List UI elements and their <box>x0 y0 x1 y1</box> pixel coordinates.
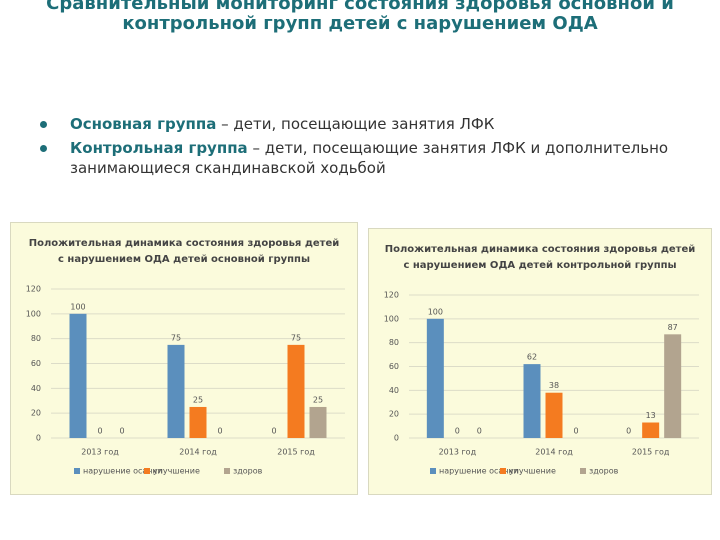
x-tick-label: 2015 год <box>632 448 670 457</box>
bar <box>664 334 682 438</box>
y-tick-label: 120 <box>26 285 41 294</box>
legend-swatch <box>74 468 80 474</box>
bar <box>523 364 541 438</box>
bar <box>69 313 87 438</box>
legend-label: здоров <box>233 467 263 476</box>
y-tick-label: 40 <box>389 386 399 395</box>
chart-title: с нарушением ОДА детей контрольной групп… <box>403 260 676 271</box>
bullet: Контрольная группа – дети, посещающие за… <box>40 138 710 178</box>
legend-swatch <box>144 468 150 474</box>
data-label: 0 <box>573 427 578 436</box>
chart-title: Положительная динамика состояния здоровь… <box>29 238 340 249</box>
data-label: 0 <box>119 427 124 436</box>
y-tick-label: 20 <box>389 410 399 419</box>
data-label: 87 <box>668 323 678 332</box>
y-tick-label: 60 <box>31 359 41 368</box>
y-tick-label: 80 <box>389 338 399 347</box>
data-label: 0 <box>626 427 631 436</box>
legend-label: нарушение осанки <box>439 467 519 476</box>
y-tick-label: 20 <box>31 409 41 418</box>
chart-title: Положительная динамика состояния здоровь… <box>385 244 696 255</box>
bar <box>426 318 444 438</box>
bar <box>642 422 660 438</box>
x-tick-label: 2014 год <box>179 448 217 457</box>
y-tick-label: 100 <box>384 314 399 323</box>
data-label: 0 <box>455 427 460 436</box>
bullet-text: – дети, посещающие занятия ЛФК и дополни… <box>70 139 669 177</box>
data-label: 75 <box>171 333 181 342</box>
y-tick-label: 40 <box>31 384 41 393</box>
bar <box>309 406 327 438</box>
data-label: 25 <box>313 395 323 404</box>
y-tick-label: 80 <box>31 334 41 343</box>
data-label: 62 <box>527 353 537 362</box>
y-tick-label: 100 <box>26 309 41 318</box>
bar <box>167 344 185 438</box>
bullet-term: Основная группа <box>70 115 217 133</box>
bullet: Основная группа – дети, посещающие занят… <box>40 114 710 134</box>
data-label: 75 <box>291 333 301 342</box>
bar <box>545 392 563 438</box>
legend-swatch <box>580 468 586 474</box>
y-tick-label: 0 <box>36 434 41 443</box>
data-label: 100 <box>428 307 443 316</box>
legend-label: улучшение <box>153 467 200 476</box>
data-label: 38 <box>549 381 559 390</box>
data-label: 0 <box>477 427 482 436</box>
bullet-term: Контрольная группа <box>70 139 248 157</box>
slide-title: Сравнительный мониторинг состояния здоро… <box>46 0 674 34</box>
data-label: 13 <box>646 411 656 420</box>
x-tick-label: 2014 год <box>535 448 573 457</box>
bar <box>287 344 305 438</box>
x-tick-label: 2013 год <box>439 448 477 457</box>
data-label: 0 <box>97 427 102 436</box>
data-label: 0 <box>217 427 222 436</box>
x-tick-label: 2015 год <box>277 448 315 457</box>
legend-label: нарушение осанки <box>83 467 163 476</box>
bullet-list: Основная группа – дети, посещающие занят… <box>38 114 710 182</box>
legend-label: улучшение <box>509 467 556 476</box>
legend-swatch <box>224 468 230 474</box>
data-label: 0 <box>271 427 276 436</box>
legend-swatch <box>500 468 506 474</box>
y-tick-label: 0 <box>394 434 399 443</box>
legend-swatch <box>430 468 436 474</box>
chart-title: с нарушением ОДА детей основной группы <box>58 254 310 265</box>
bar <box>189 406 207 438</box>
legend-label: здоров <box>589 467 619 476</box>
chart: Положительная динамика состояния здоровь… <box>368 228 712 495</box>
y-tick-label: 60 <box>389 362 399 371</box>
bullet-text: – дети, посещающие занятия ЛФК <box>216 115 495 133</box>
data-label: 25 <box>193 395 203 404</box>
data-label: 100 <box>70 302 85 311</box>
x-tick-label: 2013 год <box>81 448 119 457</box>
y-tick-label: 120 <box>384 291 399 300</box>
chart: Положительная динамика состояния здоровь… <box>10 222 358 495</box>
